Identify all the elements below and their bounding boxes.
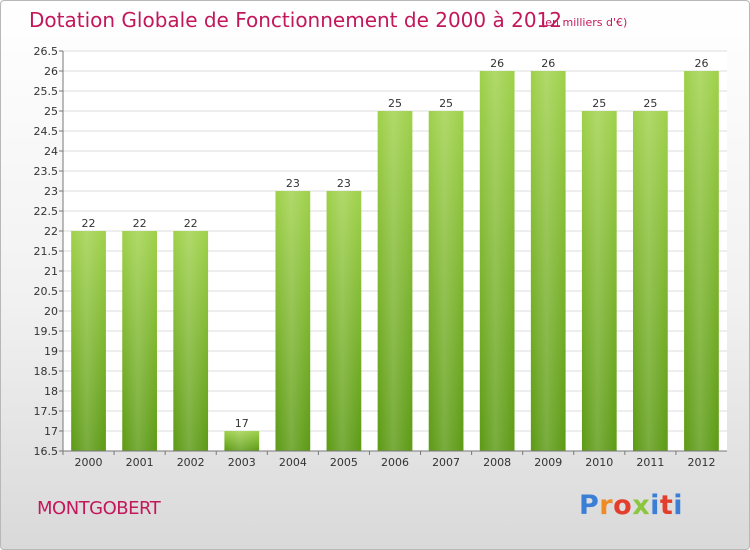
bar-highlight [633, 111, 668, 451]
bar-highlight [275, 191, 311, 451]
data-label: 17 [235, 417, 249, 430]
y-tick-label: 16.5 [34, 445, 59, 458]
data-label: 26 [694, 57, 708, 70]
y-tick-label: 18 [44, 385, 58, 398]
bar-highlight [326, 191, 362, 451]
logo-letter: x [632, 490, 651, 521]
bar-highlight [428, 111, 464, 451]
bar-highlight [581, 111, 617, 451]
y-tick-label: 21.5 [34, 245, 59, 258]
x-tick-label: 2012 [687, 456, 715, 469]
data-label: 23 [286, 177, 300, 190]
proxiti-logo: Proxiti [579, 490, 683, 521]
x-tick-label: 2004 [279, 456, 307, 469]
y-tick-label: 22.5 [34, 205, 59, 218]
x-tick-label: 2003 [228, 456, 256, 469]
x-tick-label: 2010 [585, 456, 613, 469]
data-label: 25 [388, 97, 402, 110]
y-tick-label: 22 [44, 225, 58, 238]
logo-letter: i [650, 490, 660, 521]
y-tick-label: 18.5 [34, 365, 59, 378]
y-tick-label: 26.5 [34, 45, 59, 58]
bar-highlight [71, 231, 106, 451]
data-label: 25 [592, 97, 606, 110]
bar-highlight [530, 71, 566, 451]
x-tick-label: 2001 [126, 456, 154, 469]
data-label: 26 [541, 57, 555, 70]
y-axis: 16.5 17 17.5 18 18.5 19 19.5 20 20.5 21 21.5 22 22.5… [34, 45, 64, 458]
y-tick-label: 23.5 [34, 165, 59, 178]
x-tick-label: 2009 [534, 456, 562, 469]
y-tick-label: 26 [44, 65, 58, 78]
x-tick-label: 2007 [432, 456, 460, 469]
y-tick-label: 24 [44, 145, 58, 158]
data-label: 22 [184, 217, 198, 230]
data-label: 22 [133, 217, 147, 230]
x-tick-label: 2008 [483, 456, 511, 469]
data-label: 23 [337, 177, 351, 190]
y-tick-label: 17 [44, 425, 58, 438]
x-axis: 2000 2001 2002 2003 2004 2005 2006 2007 2008 2009… [62, 450, 727, 469]
logo-letter: o [613, 490, 633, 521]
bar-highlight [122, 231, 157, 451]
data-label: 22 [82, 217, 96, 230]
data-label: 25 [643, 97, 657, 110]
bar-highlight [377, 111, 413, 451]
data-label: 26 [490, 57, 504, 70]
x-tick-label: 2011 [636, 456, 664, 469]
y-tick-label: 24.5 [34, 125, 59, 138]
y-tick-label: 19.5 [34, 325, 59, 338]
y-tick-label: 25.5 [34, 85, 59, 98]
logo-letter: i [673, 490, 684, 521]
y-tick-label: 25 [44, 105, 58, 118]
y-tick-label: 20.5 [34, 285, 59, 298]
bar-highlight [684, 71, 719, 451]
y-tick-label: 19 [44, 345, 58, 358]
x-tick-label: 2000 [75, 456, 103, 469]
x-tick-label: 2002 [177, 456, 205, 469]
logo-letter: r [599, 490, 614, 521]
x-tick-label: 2006 [381, 456, 409, 469]
bars: 22 22 22 17 23 23 25 25 26 26 25 25 26 [71, 57, 719, 451]
y-tick-label: 23 [44, 185, 58, 198]
commune-name: MONTGOBERT [37, 498, 161, 519]
logo-letter: t [659, 490, 674, 521]
y-tick-label: 17.5 [34, 405, 59, 418]
x-tick-label: 2005 [330, 456, 358, 469]
bar-highlight [479, 71, 515, 451]
unit-note: (en milliers d'€) [541, 16, 628, 29]
y-tick-label: 20 [44, 305, 58, 318]
logo-letter: P [579, 490, 600, 521]
chart-title: Dotation Globale de Fonctionnement de 20… [29, 8, 562, 32]
y-tick-label: 21 [44, 265, 58, 278]
bar-highlight [224, 431, 260, 451]
bar-highlight [173, 231, 209, 451]
data-label: 25 [439, 97, 453, 110]
